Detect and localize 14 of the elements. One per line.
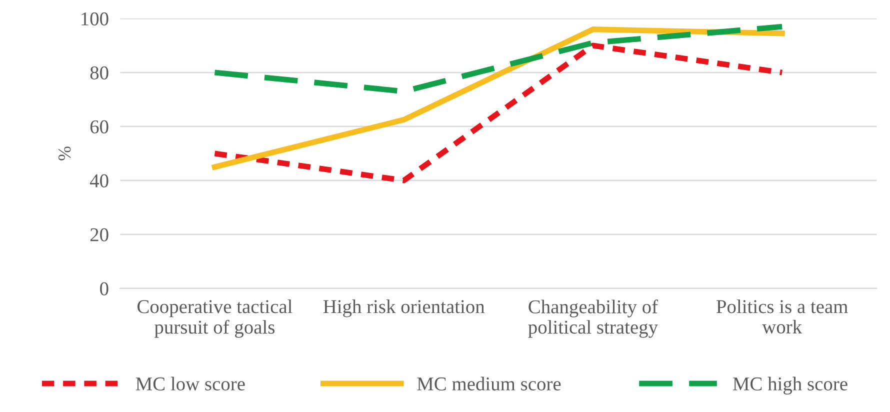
x-tick-label: Changeability of political strategy xyxy=(528,300,658,338)
legend-label: MC low score xyxy=(136,376,245,390)
x-tick-label: Politics is a team work xyxy=(716,300,848,334)
y-tick-label: 40 xyxy=(90,174,108,188)
y-tick-label: 0 xyxy=(100,282,108,296)
y-axis-title: % xyxy=(58,146,71,160)
y-tick-label: 100 xyxy=(82,12,108,26)
x-tick-label: High risk orientation xyxy=(323,300,485,318)
y-tick-label: 20 xyxy=(90,228,108,242)
x-tick-label: Cooperative tactical pursuit of goals xyxy=(138,300,292,338)
legend-label: MC medium score xyxy=(417,376,561,390)
y-tick-label: 60 xyxy=(90,120,108,134)
y-tick-label: 80 xyxy=(90,66,108,80)
legend-label: MC high score xyxy=(733,376,848,394)
